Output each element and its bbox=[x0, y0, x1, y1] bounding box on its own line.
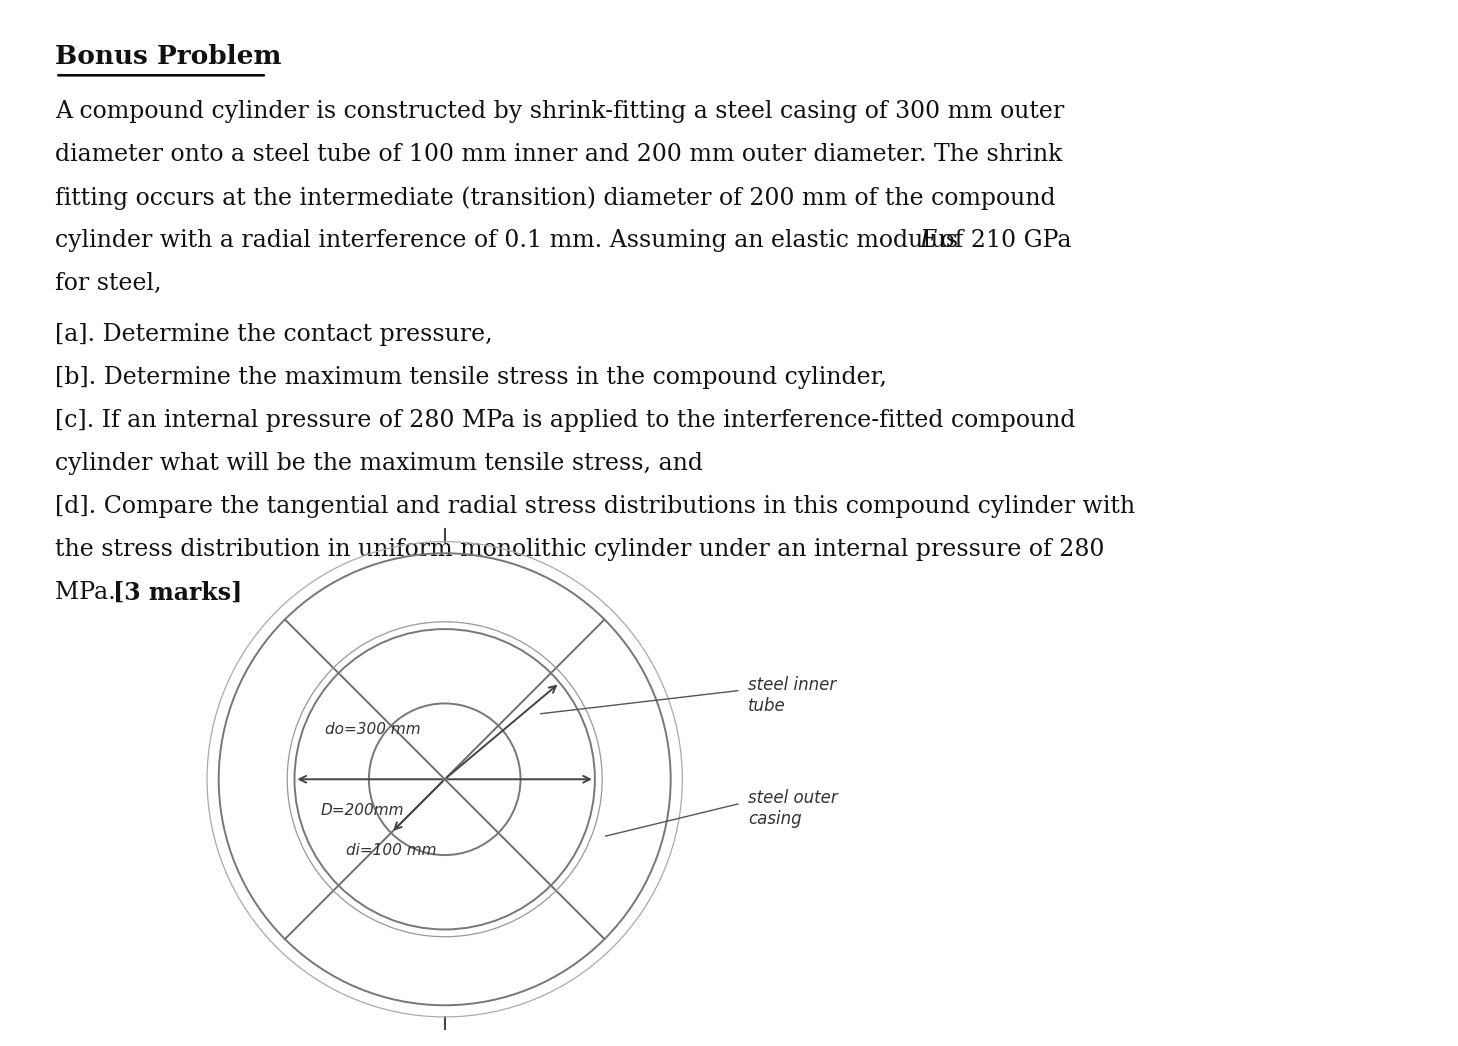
Text: MPa.: MPa. bbox=[55, 581, 124, 604]
Text: [c]. If an internal pressure of 280 MPa is applied to the interference-fitted co: [c]. If an internal pressure of 280 MPa … bbox=[55, 409, 1076, 432]
Text: do=300 mm: do=300 mm bbox=[325, 722, 421, 736]
Text: [d]. Compare the tangential and radial stress distributions in this compound cyl: [d]. Compare the tangential and radial s… bbox=[55, 495, 1136, 518]
Text: Bonus Problem: Bonus Problem bbox=[55, 44, 281, 69]
Text: diameter onto a steel tube of 100 mm inner and 200 mm outer diameter. The shrink: diameter onto a steel tube of 100 mm inn… bbox=[55, 143, 1063, 166]
Text: [a]. Determine the contact pressure,: [a]. Determine the contact pressure, bbox=[55, 323, 493, 346]
Text: cylinder what will be the maximum tensile stress, and: cylinder what will be the maximum tensil… bbox=[55, 452, 703, 475]
Text: [b]. Determine the maximum tensile stress in the compound cylinder,: [b]. Determine the maximum tensile stres… bbox=[55, 366, 888, 389]
Text: E: E bbox=[920, 229, 936, 252]
Text: the stress distribution in uniform monolithic cylinder under an internal pressur: the stress distribution in uniform monol… bbox=[55, 538, 1105, 561]
Text: steel outer
casing: steel outer casing bbox=[748, 789, 838, 828]
Text: for steel,: for steel, bbox=[55, 272, 162, 295]
Text: A compound cylinder is constructed by shrink-fitting a steel casing of 300 mm ou: A compound cylinder is constructed by sh… bbox=[55, 100, 1064, 123]
Text: fitting occurs at the intermediate (transition) diameter of 200 mm of the compou: fitting occurs at the intermediate (tran… bbox=[55, 186, 1056, 209]
Text: steel inner
tube: steel inner tube bbox=[748, 676, 837, 715]
Text: of 210 GPa: of 210 GPa bbox=[933, 229, 1072, 252]
Text: cylinder with a radial interference of 0.1 mm. Assuming an elastic modulus: cylinder with a radial interference of 0… bbox=[55, 229, 967, 252]
Text: di=100 mm: di=100 mm bbox=[346, 843, 436, 858]
Text: D=200mm: D=200mm bbox=[321, 803, 404, 818]
Text: [3 marks]: [3 marks] bbox=[114, 581, 242, 605]
